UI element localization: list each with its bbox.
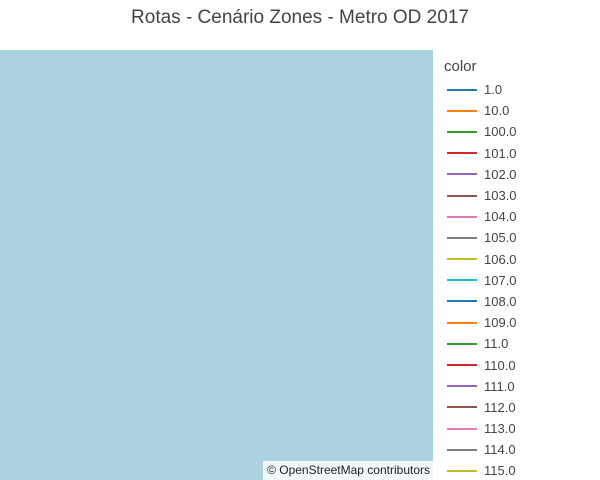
legend-item[interactable]: 1.0	[444, 79, 594, 100]
legend-line-swatch	[447, 279, 477, 282]
legend-line-swatch	[447, 109, 477, 112]
legend-line-swatch	[447, 342, 477, 345]
legend-item-label: 112.0	[484, 399, 516, 415]
legend-line-swatch	[447, 448, 477, 451]
legend-item-label: 110.0	[484, 357, 516, 373]
legend-item-label: 102.0	[484, 166, 517, 182]
legend-item-label: 11.0	[484, 336, 509, 352]
legend-item[interactable]: 100.0	[444, 121, 594, 142]
legend-item[interactable]: 107.0	[444, 270, 594, 291]
legend-item[interactable]: 109.0	[444, 312, 594, 333]
legend-item[interactable]: 102.0	[444, 164, 594, 185]
legend-item-label: 114.0	[484, 442, 516, 458]
legend-item-label: 104.0	[484, 209, 517, 225]
legend-item[interactable]: 110.0	[444, 354, 594, 375]
legend-item-label: 103.0	[484, 188, 517, 204]
legend-line-swatch	[447, 364, 477, 367]
legend-item-label: 10.0	[484, 103, 510, 119]
legend-item[interactable]: 101.0	[444, 143, 594, 164]
map-view[interactable]: © OpenStreetMap contributors	[0, 50, 433, 480]
legend-line-swatch	[447, 427, 477, 430]
legend-line-swatch	[447, 152, 477, 155]
legend-item[interactable]: 111.0	[444, 376, 594, 397]
legend-item-label: 105.0	[484, 230, 517, 246]
legend-item-label: 115.0	[484, 463, 516, 479]
legend-line-swatch	[447, 258, 477, 261]
legend-line-swatch	[447, 173, 477, 176]
legend-item[interactable]: 108.0	[444, 291, 594, 312]
legend-item[interactable]: 114.0	[444, 439, 594, 460]
legend-item[interactable]: 113.0	[444, 418, 594, 439]
legend-line-swatch	[447, 469, 477, 472]
legend-item-label: 1.0	[484, 82, 503, 98]
legend-item-label: 106.0	[484, 251, 517, 267]
legend-item-label: 109.0	[484, 315, 517, 331]
legend-item-label: 101.0	[484, 145, 517, 161]
map-title: Rotas - Cenário Zones - Metro OD 2017	[131, 7, 469, 28]
legend-item[interactable]: 112.0	[444, 397, 594, 418]
legend-item[interactable]: 106.0	[444, 249, 594, 270]
legend-line-swatch	[447, 88, 477, 91]
legend-line-swatch	[447, 236, 477, 239]
legend-item[interactable]: 11.0	[444, 333, 594, 354]
legend-line-swatch	[447, 385, 477, 388]
legend-line-swatch	[447, 194, 477, 197]
legend-item-label: 113.0	[484, 421, 516, 437]
legend-line-swatch	[447, 300, 477, 303]
legend-item-label: 100.0	[484, 124, 517, 140]
legend-line-swatch	[447, 130, 477, 133]
legend-list: 1.0 10.0 100.0 101.0 102.0 103.0 104.0 105.0 106…	[444, 79, 594, 480]
map-attribution[interactable]: © OpenStreetMap contributors	[263, 461, 433, 480]
legend-line-swatch	[447, 321, 477, 324]
legend-line-swatch	[447, 215, 477, 218]
legend-title: color	[444, 58, 477, 75]
legend-item[interactable]: 104.0	[444, 206, 594, 227]
legend-item-label: 108.0	[484, 293, 517, 309]
legend-item[interactable]: 10.0	[444, 100, 594, 121]
legend-item-label: 107.0	[484, 272, 517, 288]
legend-line-swatch	[447, 406, 477, 409]
legend-item[interactable]: 115.0	[444, 460, 594, 480]
legend-item[interactable]: 105.0	[444, 227, 594, 248]
legend-item[interactable]: 103.0	[444, 185, 594, 206]
legend-item-label: 111.0	[484, 378, 515, 394]
legend: color 1.0 10.0 100.0 101.0 102.0 103.0 104.0 10…	[444, 55, 594, 480]
